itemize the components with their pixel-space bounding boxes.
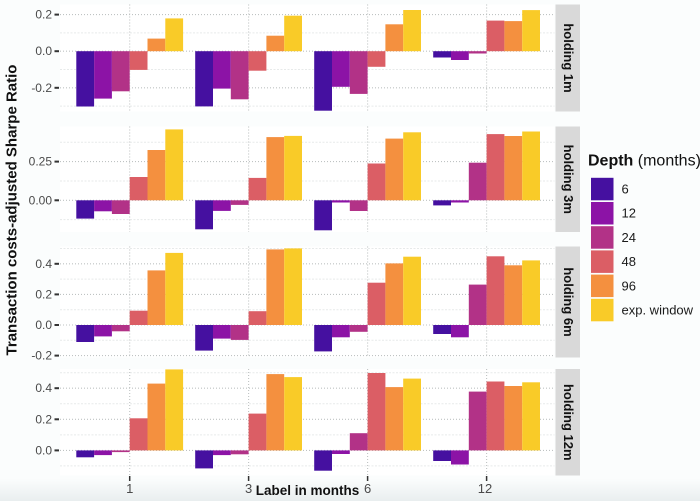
- svg-text:-0.2: -0.2: [31, 349, 52, 363]
- svg-text:Transaction costs-adjusted Sha: Transaction costs-adjusted Sharpe Ratio: [4, 65, 21, 356]
- svg-text:1: 1: [126, 481, 133, 496]
- svg-text:12: 12: [622, 206, 636, 221]
- svg-text:holding 12m: holding 12m: [561, 384, 576, 461]
- svg-text:0.0: 0.0: [35, 318, 52, 332]
- svg-text:0.00: 0.00: [29, 193, 53, 207]
- svg-text:holding 6m: holding 6m: [561, 267, 576, 336]
- svg-text:0.2: 0.2: [35, 412, 52, 426]
- svg-text:0.25: 0.25: [29, 155, 53, 169]
- svg-text:0.2: 0.2: [35, 8, 52, 22]
- svg-text:-0.2: -0.2: [31, 81, 52, 95]
- svg-text:0.2: 0.2: [35, 287, 52, 301]
- svg-text:Label in months: Label in months: [256, 483, 360, 498]
- svg-text:exp. window: exp. window: [622, 303, 694, 318]
- svg-text:48: 48: [622, 254, 636, 269]
- svg-text:6: 6: [364, 481, 371, 496]
- svg-text:24: 24: [622, 230, 636, 245]
- svg-text:0.4: 0.4: [35, 381, 52, 395]
- svg-text:holding 1m: holding 1m: [561, 23, 576, 92]
- svg-text:0.0: 0.0: [35, 443, 52, 457]
- svg-text:3: 3: [245, 481, 252, 496]
- svg-text:holding 3m: holding 3m: [561, 145, 576, 214]
- svg-text:0.0: 0.0: [35, 44, 52, 58]
- svg-text:Depth (months): Depth (months): [588, 153, 700, 170]
- svg-text:6: 6: [622, 182, 629, 197]
- svg-text:96: 96: [622, 278, 636, 293]
- svg-text:0.4: 0.4: [35, 257, 52, 271]
- svg-text:12: 12: [478, 481, 492, 496]
